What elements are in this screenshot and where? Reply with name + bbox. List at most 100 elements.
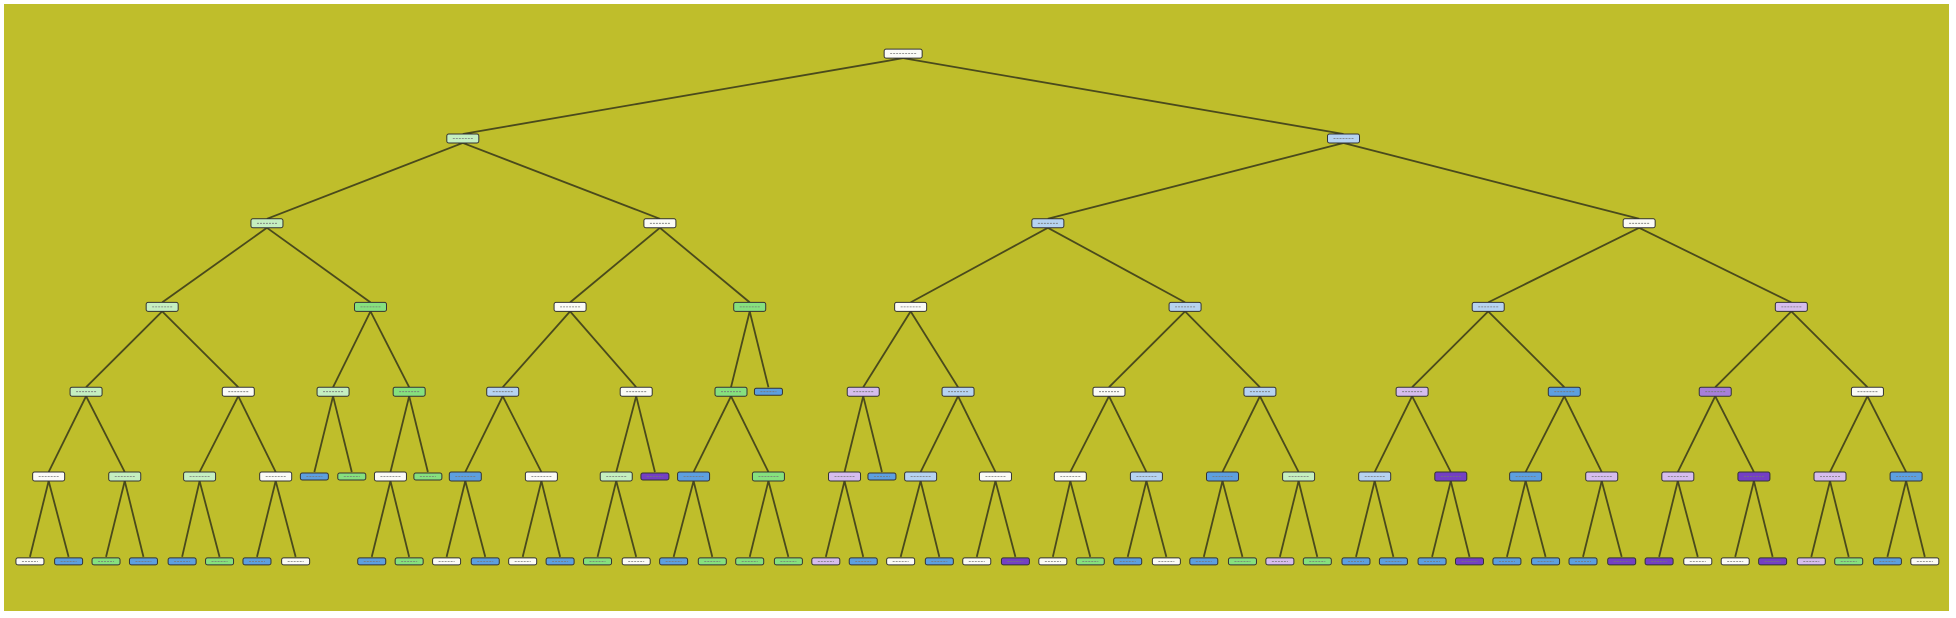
tree-node [1168,301,1202,312]
edge [957,395,997,473]
tree-node [619,386,653,397]
tree-node [924,557,954,566]
tree-node [553,301,587,312]
tree-node [1471,301,1505,312]
edge [445,480,467,558]
edge [1449,480,1471,558]
tree-node [316,386,350,397]
edge [1221,395,1261,473]
tree-node [221,386,255,397]
edge [332,395,353,473]
tree-node [15,557,45,566]
tree-node [753,387,783,396]
edge [1829,480,1850,558]
tree-node [242,557,272,566]
tree-node [373,471,407,482]
tree-node [1395,386,1429,397]
tree-node [1509,471,1543,482]
edge [1676,480,1699,558]
edge [123,480,145,558]
edge [369,310,410,388]
edge [1810,480,1831,558]
tree-node [1644,557,1674,566]
tree-node [1227,557,1257,566]
tree-node [183,471,217,482]
tree-node [659,557,689,566]
edge [692,480,714,558]
tree-node [1206,471,1239,482]
edge [569,227,661,304]
edge [1145,480,1168,558]
tree-node [599,471,633,482]
edge [1126,480,1148,558]
edge [256,480,277,558]
edge [462,57,904,135]
edge [1677,395,1717,473]
tree-node [32,471,66,482]
tree-node [1282,471,1316,482]
tree-node [448,471,482,482]
tree-node [867,472,897,481]
edge [615,480,638,558]
edge [1047,227,1186,304]
edge [370,480,392,558]
tree-node [486,386,520,397]
edge [161,227,268,304]
tree-node [1720,557,1750,566]
edge [1279,480,1300,558]
tree-node [1265,557,1295,566]
edge [198,395,240,473]
tree-node [1872,557,1902,566]
edge [1259,395,1300,473]
tree-node [1189,557,1219,566]
tree-node [962,557,992,566]
edge [1658,480,1679,558]
tree-node [1813,471,1847,482]
tree-node [1492,557,1522,566]
edge [843,480,865,558]
tree-node [1129,471,1163,482]
edge [408,395,429,473]
tree-node [392,386,426,397]
tree-node [545,557,575,566]
tree-node [128,557,158,566]
edge [730,395,770,473]
edge [1373,480,1395,558]
tree-node [91,557,121,566]
tree-node [978,471,1012,482]
tree-node [846,386,880,397]
tree-node [848,557,878,566]
tree-node [1341,557,1371,566]
edge [1734,480,1755,558]
edge [975,480,997,558]
tree-node [337,472,367,481]
edge [1563,395,1603,473]
tree-node [1889,471,1923,482]
edge [389,395,411,473]
edge [1069,395,1110,473]
tree-node [470,557,500,566]
tree-node [508,557,538,566]
tree-node [1661,471,1695,482]
edge [994,480,1017,558]
edge [635,395,656,473]
edge [47,480,70,558]
edge [1297,480,1319,558]
edge [332,310,372,388]
edge [1524,480,1547,558]
edge [903,57,1344,135]
tree-node [250,218,284,229]
edge [919,395,959,473]
tree-node [1113,557,1143,566]
tree-node [353,301,387,312]
edge [85,310,163,388]
edge [767,480,790,558]
tree-node [677,471,711,482]
edge [909,310,959,388]
edge [862,310,912,388]
tree-node [1417,557,1447,566]
tree-node [714,386,748,397]
edge [266,227,372,304]
edge [521,480,543,558]
edge [1506,480,1527,558]
